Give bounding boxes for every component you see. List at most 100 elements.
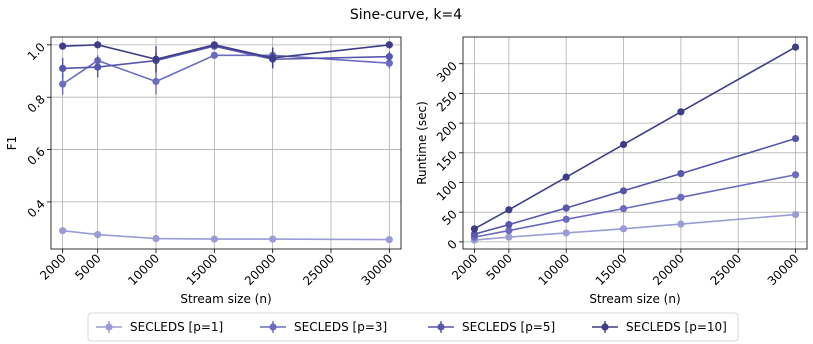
figure-title: Sine-curve, k=4 (350, 7, 462, 23)
series-line (62, 54, 390, 85)
legend-item: SECLEDS [p=3] (260, 320, 387, 334)
data-point (94, 231, 102, 239)
legend-marker (105, 323, 113, 331)
x-tick-label: 5000 (483, 251, 514, 282)
data-point (210, 51, 218, 59)
data-point (59, 64, 67, 73)
series-line (474, 46, 796, 230)
plot-frame (462, 36, 808, 250)
data-point (562, 173, 570, 181)
legend-item: SECLEDS [p=10] (592, 320, 727, 334)
series (470, 134, 800, 238)
legend-label: SECLEDS [p=1] (130, 320, 223, 334)
y-tick-label: 0.4 (25, 197, 48, 220)
data-point (505, 206, 513, 214)
x-tick-label: 20000 (650, 251, 687, 288)
data-point (791, 210, 800, 219)
f1-axes: 2000 5000 10000 15000 20000 25000 30000 0.4 0.6 0… (5, 36, 402, 306)
legend-label: SECLEDS [p=3] (294, 320, 387, 334)
x-tick-label: 20000 (242, 251, 279, 288)
x-tick-label: 2000 (449, 251, 480, 282)
y-tick-label: 0.8 (25, 92, 48, 115)
legend-label: SECLEDS [p=10] (626, 320, 727, 334)
data-point (152, 55, 160, 63)
data-point (385, 53, 393, 61)
data-point (59, 227, 67, 235)
data-point (619, 225, 628, 233)
series (59, 41, 393, 73)
data-point (619, 205, 628, 213)
y-tick-label: 50 (439, 207, 460, 228)
data-point (562, 204, 570, 212)
runtime-axes: 2000 5000 10000 15000 20000 25000 30000 0 50 100 1… (415, 36, 808, 306)
data-point (677, 193, 685, 201)
data-point (619, 187, 628, 195)
data-point (94, 63, 102, 71)
data-point (562, 215, 570, 223)
data-point (470, 225, 479, 233)
data-point (59, 80, 67, 88)
series-line (474, 137, 796, 235)
x-tick-label: 2000 (37, 251, 68, 282)
data-point (791, 134, 800, 143)
y-tick-label: 0 (445, 237, 460, 252)
series-line (474, 173, 796, 238)
data-point (677, 220, 685, 228)
data-point (677, 169, 685, 178)
series (470, 210, 800, 244)
legend: SECLEDS [p=1] SECLEDS [p=3] SECLEDS [p=5] S… (87, 312, 739, 342)
legend-label: SECLEDS [p=5] (462, 320, 555, 334)
x-axis-label: Stream size (n) (589, 292, 680, 306)
data-point (210, 235, 218, 243)
series-line (62, 45, 390, 70)
y-tick-label: 150 (434, 148, 460, 174)
data-point (210, 41, 218, 49)
y-tick-label: 300 (434, 59, 460, 85)
y-tick-label: 100 (434, 178, 460, 204)
data-point (677, 108, 685, 116)
legend-frame (87, 312, 739, 342)
legend-marker (269, 323, 277, 331)
data-point (59, 42, 67, 50)
x-tick-label: 15000 (184, 251, 221, 288)
plot-frame (50, 36, 402, 250)
y-tick-label: 0.6 (25, 145, 48, 168)
series (59, 227, 393, 244)
y-tick-label: 200 (434, 118, 460, 144)
data-point (562, 229, 570, 237)
data-point (791, 171, 800, 179)
x-tick-label: 10000 (535, 251, 572, 288)
data-point (505, 233, 513, 241)
data-point (152, 234, 160, 243)
legend-item: SECLEDS [p=5] (428, 320, 555, 334)
data-point (385, 235, 393, 244)
y-axis-label: F1 (5, 136, 19, 151)
x-tick-label: 10000 (125, 251, 162, 288)
x-tick-label: 5000 (72, 251, 103, 282)
x-tick-label: 25000 (707, 251, 744, 288)
data-point (505, 226, 513, 235)
y-tick-label: 250 (434, 88, 460, 114)
legend-marker (601, 323, 609, 331)
data-point (619, 140, 628, 149)
data-point (505, 221, 513, 229)
x-tick-label: 15000 (593, 251, 630, 288)
x-tick-label: 30000 (765, 251, 802, 288)
legend-marker (437, 323, 445, 331)
y-axis-label: Runtime (sec) (415, 101, 429, 185)
series-line (62, 44, 390, 61)
data-point (152, 77, 160, 86)
legend-item: SECLEDS [p=1] (96, 320, 223, 334)
y-tick-label: 1.0 (25, 40, 48, 63)
data-point (269, 235, 277, 243)
data-point (269, 54, 277, 62)
data-point (470, 230, 479, 238)
data-point (791, 43, 800, 51)
x-axis-label: Stream size (n) (180, 292, 271, 306)
data-point (385, 59, 393, 67)
data-point (385, 41, 393, 49)
series-line (62, 229, 390, 241)
series-line (474, 213, 796, 241)
data-point (94, 41, 102, 49)
